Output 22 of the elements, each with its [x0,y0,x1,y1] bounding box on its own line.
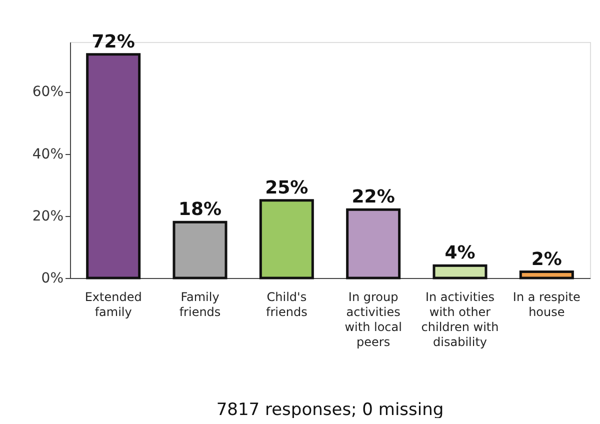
data-label: 72% [92,31,135,52]
y-tick-label: 40% [32,146,64,162]
data-label: 25% [265,177,308,198]
data-label: 18% [178,199,222,220]
x-tick-label: Extended family [84,290,142,319]
x-tick-label: Child's friends [266,290,308,319]
data-label: 4% [444,242,476,264]
bar [172,220,228,280]
y-tick-label: 0% [41,270,64,286]
x-tick-label: In activities with other children with disability [421,290,499,349]
x-tick-label: In group activities with local peers [344,290,402,349]
x-tick-label: Family friends [179,290,221,319]
bar [432,264,488,280]
data-label: 2% [531,248,562,270]
bar [86,53,141,280]
bar [259,199,314,280]
x-tick-label: In a respite house [512,290,580,319]
bar [346,208,401,280]
y-tick-label: 60% [32,84,64,100]
data-label: 22% [352,186,395,208]
bar [519,270,574,280]
y-tick-label: 20% [32,208,64,224]
